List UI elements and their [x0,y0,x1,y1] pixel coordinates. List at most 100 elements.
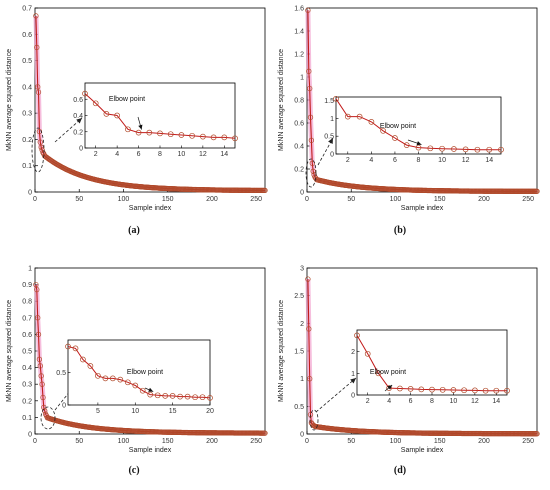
inset-x-tick-label: 8 [158,151,162,158]
x-tick-label: 150 [434,196,446,203]
inset-x-tick-label: 6 [393,157,397,164]
inset-data-point [474,146,481,153]
panel-caption: (b) [394,225,406,236]
y-tick-label: 0.5 [22,349,32,356]
elbow-arrowhead [416,141,422,146]
x-tick-label: 200 [206,196,218,203]
inset-data-point [207,395,213,401]
inset-x-tick-label: 6 [137,151,141,158]
inset-data-point [439,386,446,393]
inset-data-point [200,133,206,140]
y-tick-label: 0.8 [294,98,304,105]
y-tick-label: 0.2 [294,167,304,174]
inset-x-tick-label: 12 [471,398,479,405]
data-point [310,168,316,174]
inset-y-tick-label: 2 [351,349,355,356]
y-tick-label: 0.5 [22,58,32,65]
data-point [39,381,45,387]
inset-x-tick-label: 20 [206,408,214,415]
y-tick-label: 0 [300,190,304,197]
inset-y-tick-label: 0.2 [73,129,83,136]
y-tick-label: 2.5 [294,293,304,300]
inset-x-tick-label: 14 [220,151,228,158]
panel-caption: (c) [128,465,139,476]
inset-data-point [157,130,163,137]
data-point [33,13,39,19]
x-tick-label: 50 [347,196,355,203]
inset-x-tick-label: 10 [131,408,139,415]
inset-x-tick-label: 12 [462,157,470,164]
inset-data-point [451,146,457,152]
inset-series-line [84,93,236,139]
inset-data-point [109,375,116,382]
y-tick-label: 0.7 [22,315,32,322]
inset-x-tick-label: 14 [485,157,493,164]
y-tick-label: 0.4 [22,84,32,91]
y-tick-label: 0.3 [22,111,32,118]
inset-x-tick-label: 4 [369,157,373,164]
elbow-point-label: Elbow point [127,369,163,376]
y-tick-label: 0.2 [22,398,32,405]
inset-y-tick-label: 0.5 [56,370,66,377]
inset-data-point [92,100,99,107]
zoom-highlight [31,127,45,173]
inset-data-point [493,387,500,394]
y-axis-label: MkNN average squared distance [6,300,13,402]
data-point [33,281,39,288]
data-point [40,394,46,401]
panel-caption: (a) [128,225,140,236]
inset-y-tick-label: 1 [330,116,334,123]
inset-x-tick-label: 8 [430,398,434,405]
inset-data-point [380,127,386,134]
y-tick-label: 0.4 [22,365,32,372]
inset-x-tick-label: 12 [199,151,207,158]
data-point [306,68,312,74]
inset-data-point [132,382,139,389]
inset-data-point [124,379,131,386]
x-tick-label: 0 [305,196,309,203]
data-point [308,137,315,143]
inset-x-tick-label: 6 [409,398,413,405]
x-tick-label: 100 [118,438,130,445]
y-tick-label: 0.6 [22,32,32,39]
inset-data-point [472,387,478,394]
y-tick-label: 1.2 [294,52,304,59]
elbow-point-label: Elbow point [370,369,406,376]
zoom-arrowhead [350,378,356,384]
data-point [35,84,41,90]
elbow-arrowhead [148,387,154,392]
inset-data-point [154,392,161,399]
inset-data-point [482,387,489,394]
y-tick-label: 0 [300,432,304,439]
data-point [262,187,268,194]
data-point [35,89,42,95]
inset-data-point [356,113,363,120]
x-tick-label: 250 [250,438,262,445]
inset-data-point [102,375,109,382]
x-tick-label: 150 [434,438,446,445]
inset-data-point [344,113,351,120]
inset-series-line [335,98,501,151]
inset-data-point [178,132,185,138]
inset-data-point [498,146,504,153]
inset-data-point [162,393,169,399]
y-tick-label: 1 [300,75,304,82]
chart-panel: 0 50 100 150 200 25000.20.40.60.811.21.41.6Sa… [278,6,540,236]
inset-data-point [114,112,120,119]
inset-data-point [167,131,174,138]
inset-data-point [462,146,469,153]
zoom-arrow [54,117,83,143]
data-point [38,144,44,150]
elbow-point-label: Elbow point [109,96,145,103]
y-tick-label: 0.8 [22,299,32,306]
inset-data-point [486,146,493,153]
inset-data-point [139,387,146,394]
inset-y-tick-label: 0.4 [73,113,83,120]
zoom-highlight [40,406,56,430]
x-tick-label: 250 [522,438,534,445]
x-tick-label: 100 [390,196,402,203]
x-tick-label: 200 [478,196,490,203]
inset-data-point [125,126,131,133]
plot-frame [34,7,266,193]
zoom-arrowhead [328,138,333,144]
